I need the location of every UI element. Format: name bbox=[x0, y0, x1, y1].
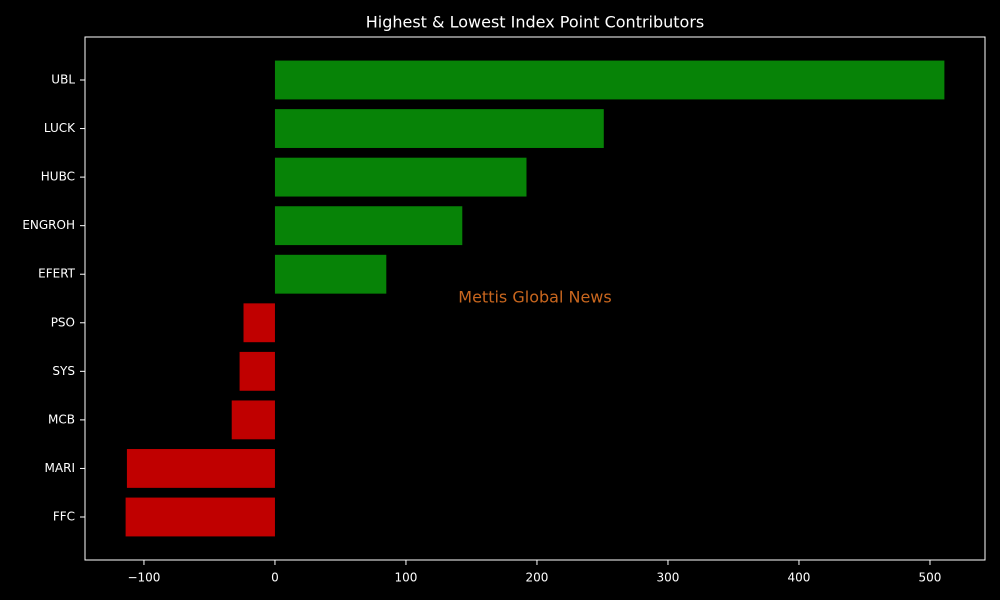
y-tick-label: ENGROH bbox=[22, 218, 75, 232]
x-tick-label: 500 bbox=[919, 571, 942, 585]
watermark: Mettis Global News bbox=[458, 288, 611, 307]
bar bbox=[126, 449, 275, 488]
bar bbox=[274, 206, 463, 246]
x-tick-label: 400 bbox=[788, 571, 811, 585]
y-tick-label: MARI bbox=[45, 461, 75, 475]
y-tick-label: SYS bbox=[52, 364, 75, 378]
bar bbox=[274, 60, 945, 100]
y-tick-label: FFC bbox=[53, 510, 75, 524]
y-tick-label: UBL bbox=[51, 73, 75, 87]
bar bbox=[243, 303, 275, 343]
x-tick-label: 0 bbox=[271, 571, 279, 585]
y-tick-label: EFERT bbox=[38, 267, 76, 281]
x-tick-label: 100 bbox=[395, 571, 418, 585]
x-tick-label: 200 bbox=[526, 571, 549, 585]
bar bbox=[274, 157, 527, 197]
x-tick-label: 300 bbox=[657, 571, 680, 585]
y-tick-label: HUBC bbox=[41, 170, 75, 184]
plot-frame bbox=[84, 36, 986, 561]
bar bbox=[231, 400, 275, 440]
chart-title: Highest & Lowest Index Point Contributor… bbox=[366, 13, 705, 32]
bar bbox=[274, 109, 604, 148]
y-tick-label: LUCK bbox=[44, 121, 76, 135]
x-tick-label: −100 bbox=[127, 571, 160, 585]
bar bbox=[239, 351, 275, 391]
y-tick-label: MCB bbox=[48, 412, 75, 426]
bar bbox=[125, 497, 275, 537]
y-tick-label: PSO bbox=[51, 315, 75, 329]
bar bbox=[274, 254, 387, 294]
